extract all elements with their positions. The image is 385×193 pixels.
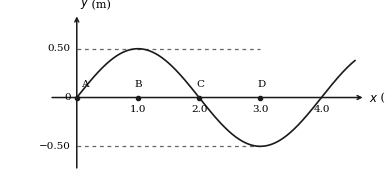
Text: −0.50: −0.50 (39, 142, 71, 151)
Text: A: A (81, 80, 89, 89)
Text: $y$: $y$ (80, 0, 90, 11)
Text: $x$: $x$ (369, 92, 378, 105)
Text: D: D (257, 80, 266, 89)
Text: (m): (m) (377, 93, 385, 104)
Text: C: C (196, 80, 204, 89)
Text: 1.0: 1.0 (130, 105, 146, 114)
Text: 0.50: 0.50 (47, 44, 71, 53)
Text: 2.0: 2.0 (191, 105, 208, 114)
Text: B: B (135, 80, 142, 89)
Text: 4.0: 4.0 (313, 105, 330, 114)
Text: 0: 0 (64, 93, 71, 102)
Text: (m): (m) (89, 0, 111, 11)
Text: 3.0: 3.0 (252, 105, 269, 114)
